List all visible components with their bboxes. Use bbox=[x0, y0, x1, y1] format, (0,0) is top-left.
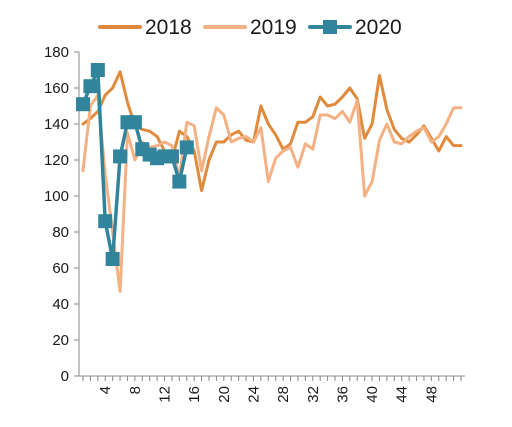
series-line-2018 bbox=[81, 70, 463, 193]
y-tick-label: 0 bbox=[61, 368, 69, 385]
y-tick-label: 180 bbox=[44, 44, 69, 61]
x-tick-label: 44 bbox=[394, 386, 411, 403]
data-point-2020 bbox=[179, 140, 194, 155]
x-tick-label: 8 bbox=[127, 386, 144, 394]
legend-label-2018: 2018 bbox=[145, 16, 192, 39]
y-tick-label: 20 bbox=[52, 332, 69, 349]
x-tick-label: 24 bbox=[245, 386, 262, 403]
x-tick-label: 32 bbox=[305, 386, 322, 403]
y-tick-label: 120 bbox=[44, 152, 69, 169]
x-tick-label: 48 bbox=[423, 386, 440, 403]
y-tick-label: 100 bbox=[44, 188, 69, 205]
data-point-2020 bbox=[127, 115, 142, 130]
x-tick-label: 12 bbox=[157, 386, 174, 403]
data-point-2020 bbox=[164, 149, 179, 164]
chart-legend: 2018 2019 2020 bbox=[98, 16, 402, 39]
data-point-2020 bbox=[105, 252, 120, 266]
x-tick-label: 16 bbox=[186, 386, 203, 403]
x-tick-label: 40 bbox=[364, 386, 381, 403]
x-tick-label: 28 bbox=[275, 386, 292, 403]
data-point-2020 bbox=[113, 149, 128, 164]
y-tick-label: 40 bbox=[52, 296, 69, 313]
data-point-2020 bbox=[90, 63, 105, 77]
legend-marker-2020 bbox=[323, 20, 337, 34]
x-tick-label: 36 bbox=[334, 386, 351, 403]
x-tick-label: 4 bbox=[97, 386, 114, 394]
chart-series bbox=[76, 63, 463, 293]
y-tick-label: 140 bbox=[44, 116, 69, 133]
series-line-2020 bbox=[81, 68, 189, 261]
data-point-2020 bbox=[98, 214, 113, 229]
y-tick-label: 60 bbox=[52, 260, 69, 277]
y-tick-label: 160 bbox=[44, 80, 69, 97]
legend-label-2020: 2020 bbox=[355, 16, 402, 39]
data-point-2020 bbox=[172, 174, 187, 189]
y-tick-label: 80 bbox=[52, 224, 69, 241]
x-tick-label: 20 bbox=[216, 386, 233, 403]
data-point-2020 bbox=[83, 79, 98, 94]
legend-label-2019: 2019 bbox=[250, 16, 297, 39]
data-point-2020 bbox=[76, 97, 90, 112]
